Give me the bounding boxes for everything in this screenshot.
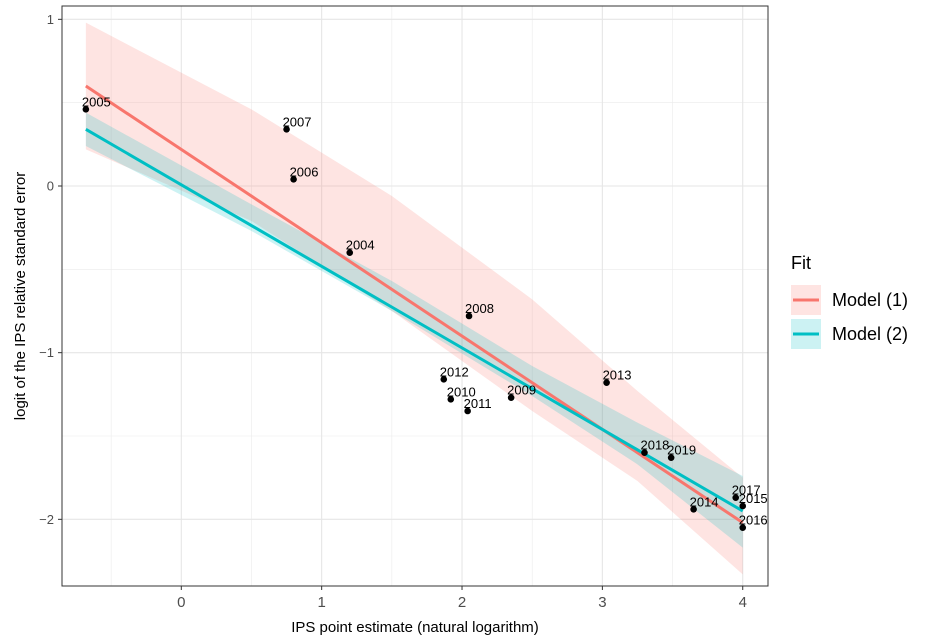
y-tick-label: −1 bbox=[39, 345, 54, 360]
legend-title: Fit bbox=[791, 253, 811, 273]
point-label-2016: 2016 bbox=[739, 513, 768, 528]
point-label-2011: 2011 bbox=[464, 396, 492, 411]
point-label-2014: 2014 bbox=[690, 494, 719, 509]
point-label-2012: 2012 bbox=[440, 364, 469, 379]
point-label-2013: 2013 bbox=[603, 368, 632, 383]
point-label-2004: 2004 bbox=[346, 238, 375, 253]
point-label-2015: 2015 bbox=[739, 491, 768, 506]
fit-lines bbox=[85, 84, 744, 524]
point-label-2008: 2008 bbox=[465, 301, 494, 316]
x-tick-label: 0 bbox=[177, 594, 185, 611]
grid bbox=[62, 6, 768, 586]
point-2017 bbox=[732, 494, 740, 501]
point-2019 bbox=[667, 454, 675, 461]
point-label-2019: 2019 bbox=[667, 443, 696, 458]
point-2009 bbox=[507, 394, 515, 401]
point-2007 bbox=[283, 126, 290, 133]
x-tick-label: 4 bbox=[739, 594, 747, 611]
confidence-bands bbox=[85, 22, 743, 575]
point-label-2010: 2010 bbox=[447, 384, 476, 399]
fit-line-1 bbox=[85, 84, 744, 524]
x-tick-label: 3 bbox=[598, 594, 606, 611]
y-tick-label: 0 bbox=[47, 179, 54, 194]
point-2010 bbox=[447, 396, 455, 403]
point-2018 bbox=[641, 449, 648, 456]
confidence-band-1 bbox=[85, 22, 743, 575]
point-2015 bbox=[739, 502, 747, 510]
data-points bbox=[82, 106, 747, 531]
point-2005 bbox=[82, 106, 90, 113]
x-tick-label: 1 bbox=[317, 594, 325, 611]
panel-border bbox=[61, 5, 769, 587]
point-2006 bbox=[290, 176, 297, 183]
confidence-band-2 bbox=[85, 112, 743, 548]
fit-line-2 bbox=[85, 128, 744, 513]
point-2008 bbox=[465, 312, 473, 320]
x-tick-label: 2 bbox=[458, 594, 466, 611]
point-label-2006: 2006 bbox=[290, 164, 319, 179]
y-tick-label: −2 bbox=[39, 512, 54, 527]
point-label-2007: 2007 bbox=[283, 114, 312, 129]
legend: Fit Model (1) Model (2) bbox=[791, 253, 908, 349]
point-label-2005: 2005 bbox=[82, 94, 111, 109]
y-tick-label: 1 bbox=[47, 12, 54, 27]
point-2012 bbox=[440, 376, 448, 383]
point-2016 bbox=[739, 524, 747, 531]
x-axis-ticks: 0 1 2 3 4 bbox=[177, 586, 747, 611]
point-2011 bbox=[464, 407, 471, 415]
y-axis-ticks: 1 0 −1 −2 bbox=[39, 12, 62, 527]
point-label-2009: 2009 bbox=[507, 383, 536, 398]
point-2004 bbox=[346, 249, 354, 256]
point-label-2017: 2017 bbox=[732, 483, 761, 498]
point-2014 bbox=[690, 506, 697, 513]
point-label-2018: 2018 bbox=[640, 438, 669, 453]
y-axis-title: logit of the IPS relative standard error bbox=[12, 172, 29, 420]
point-2013 bbox=[603, 379, 610, 386]
x-axis-title: IPS point estimate (natural logarithm) bbox=[291, 619, 539, 636]
legend-label-2: Model (2) bbox=[832, 324, 908, 344]
legend-label-1: Model (1) bbox=[832, 290, 908, 310]
